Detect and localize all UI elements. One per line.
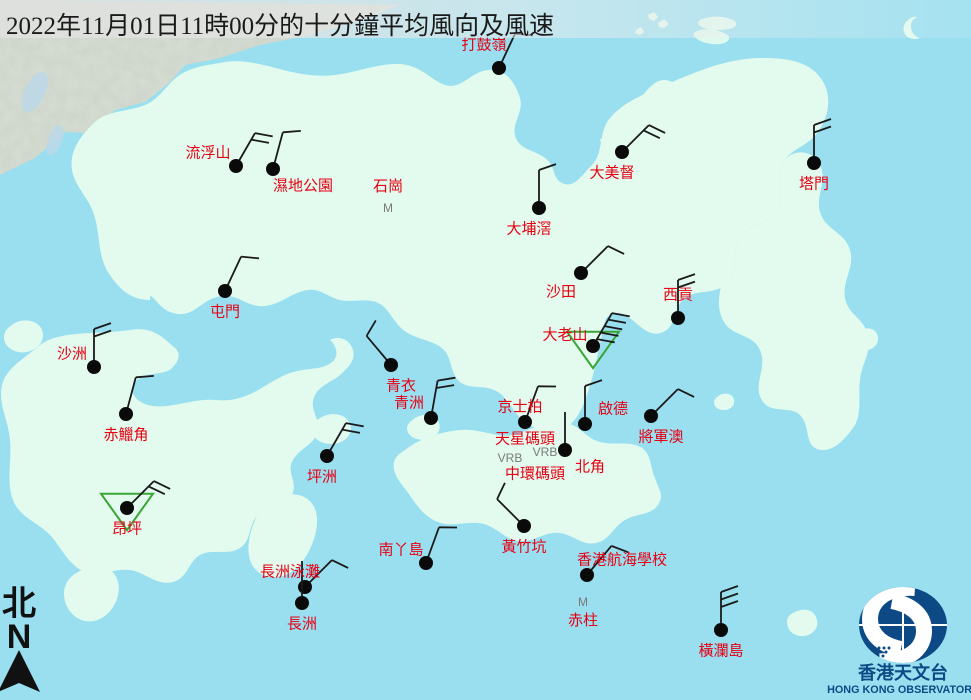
svg-text:HONG KONG OBSERVATORY: HONG KONG OBSERVATORY [827,684,971,696]
svg-text:香港天文台: 香港天文台 [857,662,948,683]
